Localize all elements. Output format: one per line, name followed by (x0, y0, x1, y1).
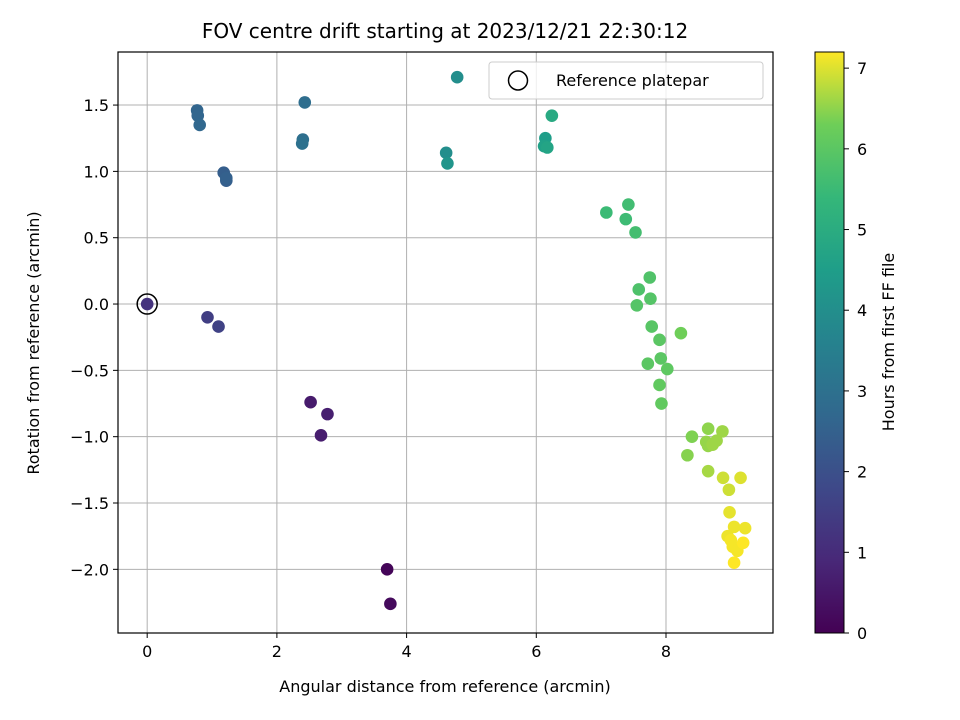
y-tick-label: 0.5 (84, 229, 109, 248)
scatter-point (380, 563, 394, 576)
legend: Reference platepar (488, 61, 764, 100)
scatter-point (738, 521, 752, 535)
x-tick-label: 6 (531, 642, 541, 661)
scatter-point (716, 425, 729, 438)
scatter-point (674, 326, 688, 340)
colorbar-label: Hours from first FF file (879, 253, 898, 432)
scatter-point (441, 157, 454, 170)
x-axis: 0 2 4 6 8 (142, 633, 671, 661)
scatter-point (321, 407, 334, 421)
scatter-point (734, 471, 747, 485)
y-tick-label: 0.0 (84, 295, 109, 314)
scatter-point (681, 448, 694, 462)
grid (118, 52, 773, 633)
scatter-point (645, 320, 659, 333)
colorbar-tick-label: 4 (857, 301, 867, 320)
colorbar-tick-label: 5 (857, 221, 867, 240)
x-tick-label: 4 (401, 642, 411, 661)
scatter-point (439, 146, 453, 160)
x-tick-label: 0 (142, 642, 152, 661)
scatter-point (314, 429, 328, 442)
colorbar-tick-label: 0 (857, 624, 867, 643)
scatter-point (201, 310, 214, 324)
scatter-point (655, 397, 668, 410)
legend-label-reference: Reference platepar (556, 71, 709, 90)
chart-title: FOV centre drift starting at 2023/12/21 … (202, 19, 688, 43)
scatter-point (212, 320, 225, 333)
colorbar-gradient (815, 52, 844, 633)
scatter-point (644, 292, 657, 306)
y-tick-label: −1.5 (70, 494, 109, 513)
plot-frame (117, 51, 774, 634)
scatter-point (654, 352, 668, 365)
x-axis-label: Angular distance from reference (arcmin) (279, 677, 610, 696)
scatter-point (710, 434, 723, 447)
scatter-point (545, 109, 559, 122)
scatter-point (641, 357, 655, 371)
scatter-point (304, 395, 317, 409)
y-tick-label: 1.5 (84, 96, 109, 115)
colorbar-tick-label: 1 (857, 543, 867, 562)
y-tick-label: −2.0 (70, 560, 109, 579)
colorbar: 0 1 2 3 4 5 6 7 Hours from first FF file (814, 51, 898, 643)
scatter-point (736, 536, 750, 550)
scatter-point (643, 271, 657, 284)
y-axis: −2.0 −1.5 −1.0 −0.5 0.0 0.5 1.0 1.5 (70, 96, 118, 579)
scatter-point (622, 198, 635, 211)
scatter-point (450, 70, 464, 84)
scatter-point (220, 171, 233, 185)
reference-platepar-marker (136, 293, 158, 315)
scatter-point (193, 118, 207, 132)
scatter-point (629, 226, 642, 239)
colorbar-ticks: 0 1 2 3 4 5 6 7 (844, 59, 867, 643)
scatter-point (600, 206, 613, 219)
scatter-point (295, 137, 309, 150)
legend-box (488, 61, 764, 100)
colorbar-tick-label: 3 (857, 382, 867, 401)
y-tick-label: −0.5 (70, 361, 109, 380)
scatter-point (630, 299, 644, 312)
legend-reference-marker (507, 70, 529, 91)
scatter-point (619, 212, 633, 226)
scatter-point (727, 520, 741, 534)
scatter-point (298, 96, 312, 109)
scatter-point (716, 471, 730, 485)
colorbar-tick-label: 6 (857, 140, 867, 159)
scatter-point (727, 556, 741, 569)
scatter-point (384, 597, 397, 611)
scatter-points (136, 70, 752, 611)
y-tick-label: −1.0 (70, 428, 109, 447)
colorbar-tick-label: 2 (857, 463, 867, 482)
scatter-point (632, 283, 646, 296)
y-axis-label: Rotation from reference (arcmin) (24, 211, 43, 474)
colorbar-tick-label: 7 (857, 59, 867, 78)
x-tick-label: 2 (272, 642, 282, 661)
scatter-point (685, 430, 699, 443)
x-tick-label: 8 (661, 642, 671, 661)
colorbar-frame (814, 51, 845, 634)
scatter-point (653, 378, 666, 392)
scatter-point (660, 362, 674, 376)
scatter-point (701, 464, 715, 478)
scatter-point (723, 505, 736, 519)
scatter-point (140, 297, 154, 311)
scatter-point (722, 483, 736, 497)
y-tick-label: 1.0 (84, 162, 109, 181)
scatter-point (653, 333, 666, 347)
scatter-point (541, 141, 554, 154)
scatter-point (701, 422, 715, 436)
